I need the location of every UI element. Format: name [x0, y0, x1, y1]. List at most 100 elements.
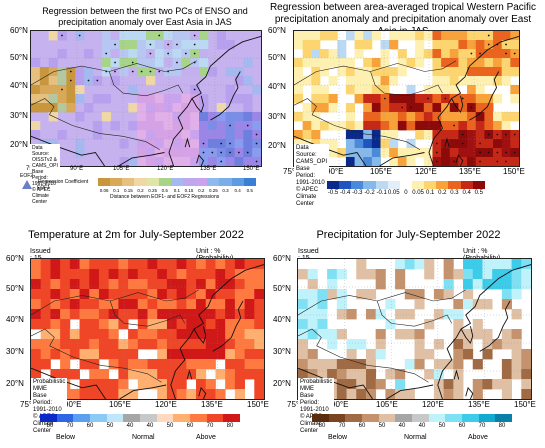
coastline — [465, 386, 474, 399]
map-grid-cell — [354, 49, 364, 59]
map-grid-cell — [110, 121, 120, 131]
map-grid-cell — [157, 309, 168, 320]
map-grid-cell — [406, 139, 416, 149]
p3-lat-label: 30°N — [6, 347, 24, 356]
map-grid-cell — [137, 379, 148, 390]
map-grid-cell — [137, 103, 147, 113]
map-grid-cell — [199, 58, 209, 68]
map-grid-cell — [207, 121, 218, 131]
map-grid-cell — [484, 76, 494, 86]
coastline — [428, 35, 519, 166]
map-grid-cell — [60, 329, 71, 340]
map-grid-cell — [298, 319, 309, 330]
map-grid-cell — [328, 58, 338, 68]
legend-value: 0.3 — [222, 188, 229, 193]
significance-dot — [193, 52, 196, 55]
map-grid-cell — [345, 121, 355, 131]
coastline — [191, 95, 204, 113]
map-grid-cell — [511, 269, 522, 280]
map-grid-cell — [118, 309, 129, 320]
legend-value: 0.2 — [137, 188, 144, 193]
map-grid-cell — [128, 369, 139, 380]
map-grid-cell — [356, 359, 367, 370]
map-grid-cell — [60, 279, 71, 290]
map-grid-cell — [404, 259, 415, 270]
map-grid-cell — [493, 139, 503, 149]
significance-dot — [505, 160, 507, 163]
map-grid-cell — [225, 339, 236, 350]
map-grid-cell — [101, 94, 112, 104]
map-grid-cell — [501, 112, 511, 122]
map-grid-cell — [108, 299, 119, 310]
map-grid-cell — [60, 369, 71, 380]
legend-swatch — [56, 414, 74, 422]
map-grid-cell — [510, 85, 519, 95]
map-grid-cell — [147, 299, 158, 310]
map-grid-cell — [84, 67, 94, 77]
map-grid-cell — [311, 40, 321, 50]
map-grid-cell — [163, 130, 173, 140]
map-grid-cell — [89, 289, 100, 300]
map-grid-cell — [207, 130, 218, 140]
map-grid-cell — [225, 319, 236, 330]
map-grid-cell — [172, 49, 182, 59]
map-grid-cell — [79, 279, 90, 290]
legend-value: 70 — [66, 423, 74, 429]
map-grid-cell — [423, 148, 433, 158]
map-grid-cell — [196, 379, 207, 390]
map-grid-cell — [147, 289, 158, 300]
map-grid-cell — [311, 130, 321, 140]
significance-dot — [114, 43, 116, 46]
map-grid-cell — [363, 67, 373, 77]
panel1-title: Regression between the first two PCs of … — [30, 6, 260, 28]
map-grid-cell — [234, 259, 245, 270]
map-grid-cell — [423, 121, 433, 131]
map-grid-cell — [186, 269, 197, 280]
significance-dot — [435, 151, 438, 154]
map-grid-cell — [101, 31, 112, 41]
map-grid-cell — [453, 309, 464, 320]
country-border — [31, 328, 55, 346]
significance-dot — [184, 52, 187, 55]
significance-dot — [470, 106, 473, 109]
map-grid-cell — [475, 85, 485, 95]
map-grid-cell — [234, 76, 244, 86]
map-grid-cell — [48, 139, 58, 149]
map-grid-cell — [363, 157, 373, 166]
legend-swatch — [399, 181, 412, 189]
map-grid-cell — [336, 269, 347, 280]
map-grid-cell — [108, 269, 119, 280]
map-grid-cell — [472, 299, 483, 310]
p2-lon-label: 90°E — [326, 167, 344, 176]
significance-dot — [167, 52, 170, 55]
p2-info-line: Data Source: CAMS_OPI — [296, 145, 328, 165]
map-grid-cell — [298, 329, 309, 340]
map-grid-cell — [371, 112, 381, 122]
p3-info-line: Base Period: 1991-2010 — [33, 393, 62, 413]
map-grid-cell — [294, 67, 304, 77]
legend-value: 60 — [458, 423, 466, 429]
map-grid-cell — [371, 31, 381, 41]
p2-lat-label: 20°N — [268, 141, 286, 150]
map-grid-cell — [69, 289, 80, 300]
map-grid-cell — [336, 359, 347, 370]
map-grid-cell — [298, 309, 309, 320]
coastline — [212, 300, 244, 352]
map-grid-cell — [346, 349, 357, 360]
map-grid-cell — [244, 319, 255, 330]
map-grid-cell — [443, 309, 454, 320]
map-grid-cell — [31, 309, 42, 320]
map-grid-cell — [69, 339, 80, 350]
coastline — [119, 384, 167, 399]
significance-dot — [496, 160, 499, 163]
map-grid-cell — [443, 379, 454, 390]
map-grid-cell — [371, 121, 381, 131]
map-grid-cell — [199, 112, 209, 122]
map-grid-cell — [146, 139, 156, 149]
p3-lat-label: 60°N — [6, 254, 24, 263]
map-grid-cell — [196, 309, 207, 320]
map-grid-cell — [166, 269, 178, 280]
map-grid-cell — [363, 94, 373, 104]
map-grid-cell — [356, 379, 367, 390]
map-grid-cell — [294, 139, 304, 149]
